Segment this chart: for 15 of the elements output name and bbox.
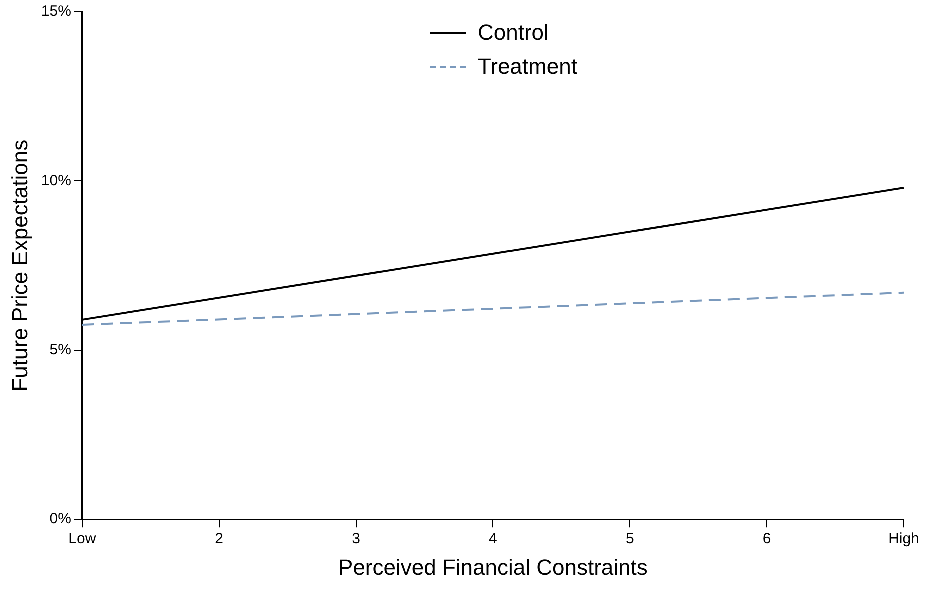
- y-tick-label: 15%: [41, 3, 72, 20]
- x-tick-label: 4: [489, 530, 498, 548]
- legend-label: Treatment: [478, 54, 578, 80]
- x-tick-label: 5: [626, 530, 634, 548]
- x-tick-label: Low: [68, 530, 96, 548]
- y-tick-label: 0%: [50, 510, 72, 528]
- x-tick-label: 2: [215, 530, 224, 548]
- y-axis-title: Future Price Expectations: [7, 140, 32, 392]
- y-tick-label: 5%: [50, 342, 72, 359]
- y-tick-label: 10%: [41, 172, 72, 190]
- x-axis-title: Perceived Financial Constraints: [338, 554, 648, 580]
- legend-label: Control: [478, 20, 549, 46]
- x-tick-label: 3: [352, 530, 360, 548]
- x-tick-label: High: [888, 530, 920, 548]
- x-tick-label: 6: [762, 530, 772, 548]
